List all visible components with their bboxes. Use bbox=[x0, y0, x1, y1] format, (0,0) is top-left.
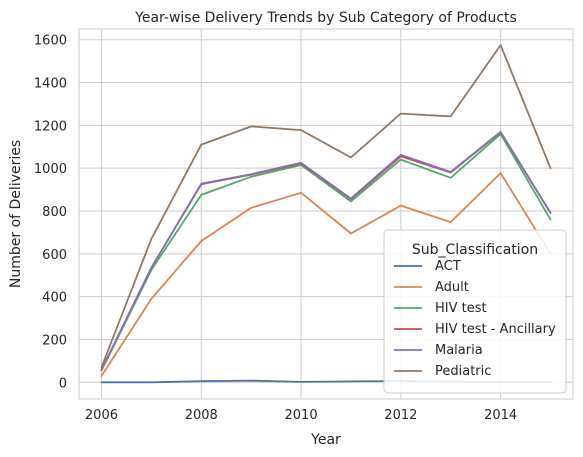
x-axis-title: Year bbox=[310, 432, 341, 448]
legend-items: ACT Adult HIV test HIV test - Ancillary Mala… bbox=[394, 259, 556, 379]
x-tick-label: 2014 bbox=[484, 408, 517, 423]
legend-label-malaria: Malaria bbox=[435, 343, 483, 358]
legend-label-adult: Adult bbox=[435, 280, 469, 295]
y-tick-label: 800 bbox=[42, 205, 67, 220]
legend-label-hiv-test-ancillary: HIV test - Ancillary bbox=[435, 322, 556, 337]
legend-box bbox=[383, 229, 567, 394]
legend-label-hiv-test: HIV test bbox=[435, 301, 487, 316]
x-tick-label: 2010 bbox=[285, 408, 318, 423]
series-line-malaria bbox=[100, 130, 552, 371]
y-tick-label: 600 bbox=[42, 248, 67, 263]
legend-title: Sub_Classification bbox=[412, 242, 538, 258]
legend: Sub_Classification ACT Adult HIV test HIV t… bbox=[383, 229, 567, 394]
tick-labels: 2006 2008 2010 2012 2014 0 200 400 600 800 1000 120… bbox=[34, 34, 517, 423]
x-tick-label: 2012 bbox=[384, 408, 417, 423]
series-line-pediatric bbox=[100, 44, 552, 369]
y-tick-label: 200 bbox=[42, 333, 67, 348]
plot-frame bbox=[78, 28, 574, 400]
y-tick-label: 1400 bbox=[34, 77, 67, 92]
y-tick-label: 400 bbox=[42, 291, 67, 306]
y-axis-title: Number of Deliveries bbox=[8, 140, 24, 288]
y-tick-label: 0 bbox=[59, 376, 67, 391]
series-line-hiv-test bbox=[100, 132, 552, 372]
x-tick-label: 2008 bbox=[185, 408, 218, 423]
chart-title: Year-wise Delivery Trends by Sub Categor… bbox=[134, 10, 517, 26]
legend-label-act: ACT bbox=[435, 259, 461, 274]
legend-label-pediatric: Pediatric bbox=[435, 364, 491, 379]
y-tick-label: 1200 bbox=[34, 119, 67, 134]
series-line-adult bbox=[100, 172, 552, 377]
x-tick-label: 2006 bbox=[85, 408, 118, 423]
y-tick-label: 1000 bbox=[34, 162, 67, 177]
y-tick-label: 1600 bbox=[34, 34, 67, 49]
